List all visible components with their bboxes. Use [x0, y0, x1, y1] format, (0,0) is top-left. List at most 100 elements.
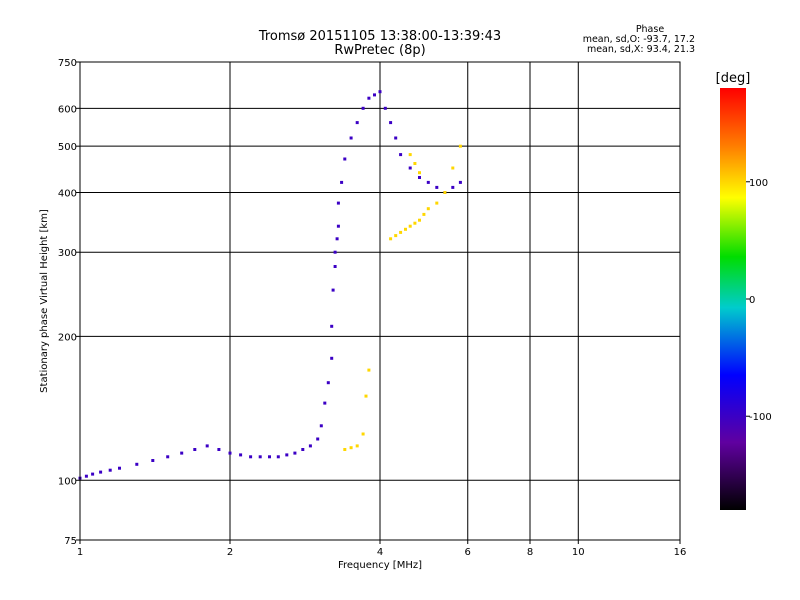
- data-point: [343, 448, 347, 451]
- chart-title: Tromsø 20151105 13:38:00-13:39:43: [258, 29, 501, 44]
- data-point: [258, 455, 262, 459]
- data-point: [349, 136, 353, 140]
- data-point: [319, 424, 323, 428]
- data-point: [389, 121, 393, 125]
- data-point: [239, 453, 243, 457]
- y-tick-label: 750: [58, 58, 77, 69]
- data-point: [335, 237, 339, 241]
- data-point: [361, 106, 365, 110]
- x-axis-label: Frequency [MHz]: [338, 560, 422, 571]
- data-point: [426, 207, 430, 211]
- y-tick-label: 400: [58, 188, 77, 199]
- data-point: [249, 455, 253, 459]
- x-tick-label: 6: [465, 547, 471, 558]
- colorbar-tick-label: -100: [749, 412, 772, 423]
- data-point: [333, 250, 337, 254]
- data-point: [118, 466, 121, 470]
- data-point: [361, 432, 365, 436]
- data-point: [276, 455, 280, 459]
- data-point: [418, 176, 421, 179]
- data-point: [217, 448, 221, 451]
- data-point: [378, 90, 382, 94]
- colorbar-ticks: 100 0 -100: [746, 178, 772, 423]
- data-point: [349, 446, 353, 450]
- data-point: [166, 455, 170, 459]
- data-point: [408, 153, 412, 157]
- data-point: [413, 162, 417, 165]
- data-point: [443, 191, 447, 194]
- colorbar: [720, 88, 746, 510]
- data-point: [404, 227, 407, 231]
- x-tick-label: 4: [377, 547, 383, 558]
- data-point: [228, 451, 232, 455]
- data-point: [331, 288, 335, 292]
- data-point: [326, 381, 330, 385]
- data-point: [301, 448, 305, 451]
- y-tick-label: 100: [58, 476, 77, 487]
- colorbar-tick-label: 100: [749, 178, 768, 189]
- data-point: [413, 221, 417, 225]
- data-point: [193, 448, 197, 451]
- data-point: [399, 230, 403, 234]
- data-point: [458, 144, 462, 148]
- data-point: [268, 455, 271, 459]
- data-point: [399, 153, 403, 157]
- x-tick-label: 1: [77, 547, 83, 558]
- data-point: [383, 106, 387, 110]
- y-axis-label: Stationary phase Virtual Height [km]: [39, 209, 50, 393]
- x-axis-ticks: 1 2 4 6 8 10 16: [77, 540, 687, 558]
- data-point: [451, 166, 455, 170]
- y-axis-ticks: 75 100 200 300 400 500 600 750: [58, 58, 80, 547]
- data-point: [340, 180, 344, 184]
- data-point: [343, 157, 347, 161]
- phase-heading: Phase: [636, 24, 665, 35]
- data-point: [355, 121, 359, 125]
- data-point: [99, 470, 103, 474]
- data-point: [394, 136, 398, 140]
- data-point: [418, 171, 421, 175]
- data-point: [108, 468, 112, 472]
- data-point: [91, 472, 95, 476]
- colorbar-tick-label: 0: [749, 295, 755, 306]
- data-point: [333, 265, 337, 268]
- y-tick-label: 500: [58, 142, 77, 153]
- data-point: [330, 356, 334, 360]
- data-point: [316, 437, 320, 441]
- data-point: [418, 218, 421, 222]
- data-point: [367, 96, 371, 100]
- data-point: [323, 401, 327, 405]
- data-point: [135, 462, 139, 466]
- data-point: [389, 237, 393, 241]
- data-point: [367, 368, 371, 372]
- data-point: [293, 451, 297, 455]
- data-point: [364, 394, 368, 398]
- data-point: [285, 453, 289, 457]
- x-tick-label: 16: [674, 547, 687, 558]
- data-point: [458, 180, 462, 184]
- y-tick-label: 600: [58, 104, 77, 115]
- data-point: [308, 444, 312, 448]
- y-tick-label: 200: [58, 332, 77, 343]
- data-point: [205, 444, 209, 448]
- y-tick-label: 300: [58, 248, 77, 259]
- x-tick-label: 8: [527, 547, 533, 558]
- data-point: [330, 324, 334, 328]
- data-point: [408, 224, 412, 228]
- phase-x-stats: mean, sd,X: 93.4, 21.3: [587, 44, 695, 55]
- colorbar-label: [deg]: [716, 71, 751, 86]
- data-point: [84, 474, 88, 478]
- data-point: [435, 201, 439, 205]
- data-point: [426, 180, 430, 184]
- data-points: [78, 90, 462, 480]
- x-tick-label: 2: [227, 547, 233, 558]
- data-point: [180, 451, 184, 455]
- grid-lines: [80, 62, 680, 540]
- data-point: [336, 224, 340, 228]
- data-point: [435, 185, 439, 189]
- data-point: [451, 185, 455, 189]
- data-point: [151, 459, 155, 462]
- x-tick-label: 10: [572, 547, 585, 558]
- data-point: [336, 201, 340, 205]
- data-point: [355, 444, 359, 448]
